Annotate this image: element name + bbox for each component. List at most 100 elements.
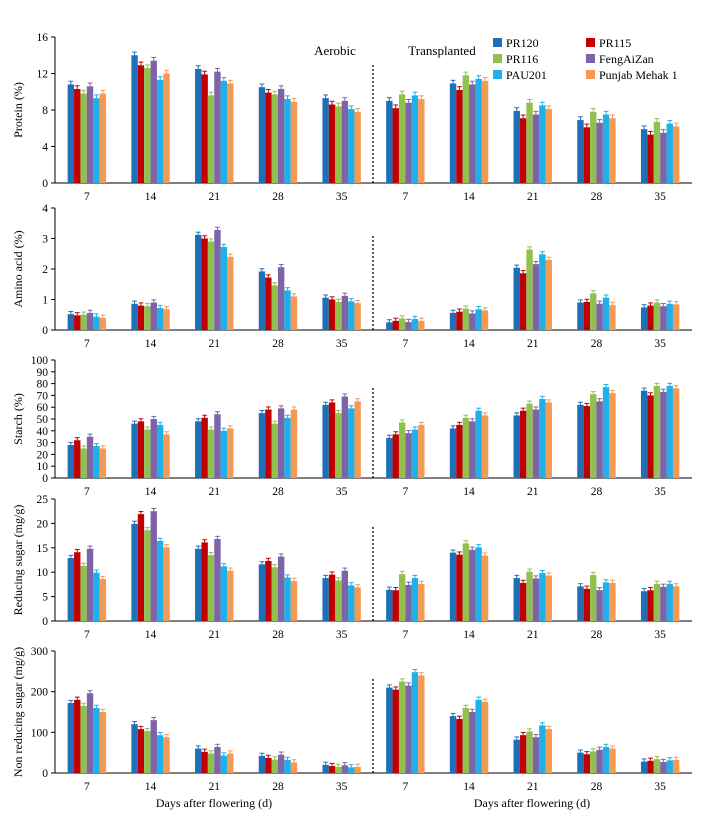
bar-punjab-mehak-1: [163, 73, 170, 183]
panel-4: 0 5 10 15 20 25 Reducing sugar (mg/g) 7 14 21 28 35…: [11, 494, 692, 641]
bar-fengaizan: [214, 71, 221, 183]
bar-fengaizan: [277, 89, 285, 183]
bar-pr115: [137, 514, 145, 621]
bar-pau201: [475, 410, 482, 478]
bar-pr120: [640, 129, 648, 183]
bar-pau201: [93, 446, 100, 478]
bar-pr115: [647, 590, 654, 621]
bar-pr115: [583, 754, 591, 773]
bar-pr115: [201, 74, 208, 183]
bar-fengaizan: [596, 749, 603, 773]
bar-pau201: [93, 572, 100, 621]
bar-pr115: [456, 89, 463, 183]
bar-pr116: [590, 751, 597, 773]
bar-pr116: [144, 429, 151, 478]
bar-pr115: [519, 735, 527, 773]
legend-label: PR120: [506, 36, 539, 50]
x-tick-label: 14: [145, 486, 157, 498]
bar-punjab-mehak-1: [227, 570, 234, 621]
panel-2: 0 1 2 3 4 Amino acid (%) 7 14 21 28 35 7 14 21 28 35: [11, 203, 692, 350]
y-tick-label: 0: [42, 473, 48, 485]
bar-pr116: [590, 394, 597, 478]
bar-pau201: [348, 109, 355, 183]
bar-pau201: [602, 746, 610, 773]
bar-fengaizan: [596, 303, 603, 330]
bar-pr120: [577, 752, 584, 773]
bar-punjab-mehak-1: [354, 587, 361, 621]
bar-pr116: [526, 571, 533, 621]
bar-fengaizan: [150, 302, 157, 330]
bar-pau201: [93, 98, 100, 183]
bar-pr115: [74, 89, 81, 183]
bar-pr116: [335, 580, 342, 621]
bar-pr116: [271, 423, 278, 478]
bar-pr115: [201, 751, 208, 773]
bar-pau201: [156, 424, 164, 478]
bar-pr116: [398, 94, 406, 183]
bar-pau201: [475, 547, 482, 621]
bar-fengaizan: [532, 578, 540, 621]
bar-pr120: [449, 716, 457, 773]
bar-pr116: [207, 555, 215, 621]
y-axis-label: Starch (%): [11, 393, 25, 445]
bar-pr115: [265, 757, 272, 773]
y-tick-label: 5: [42, 592, 48, 604]
bar-pr120: [513, 578, 520, 621]
bar-pr115: [201, 238, 208, 330]
bar-pau201: [539, 254, 546, 330]
x-tick-label: 28: [272, 191, 284, 203]
y-tick-label: 300: [31, 646, 49, 658]
bar-fengaizan: [532, 737, 540, 773]
y-tick-label: 60: [37, 402, 49, 414]
x-tick-label: 21: [527, 629, 539, 641]
panel-1: 0 4 8 12 16 Protein (%) 7 14 21 28 35 7 14 21 28 35: [11, 32, 692, 203]
bar-pr116: [335, 301, 342, 330]
bar-punjab-mehak-1: [481, 415, 489, 478]
bar-punjab-mehak-1: [99, 579, 107, 621]
bar-pr120: [131, 724, 138, 773]
y-tick-label: 50: [37, 414, 49, 426]
bar-punjab-mehak-1: [672, 304, 680, 330]
x-tick-label: 21: [527, 191, 539, 203]
bar-pr115: [456, 554, 463, 621]
y-tick-label: 40: [37, 426, 49, 438]
bar-pr116: [462, 707, 470, 773]
legend-swatch: [586, 70, 595, 79]
bar-pr120: [386, 100, 393, 183]
bar-pr115: [201, 542, 208, 621]
x-tick-label: 28: [591, 781, 603, 793]
bar-pau201: [666, 760, 673, 773]
bar-pr116: [144, 530, 151, 621]
bar-pr120: [640, 761, 648, 773]
bar-punjab-mehak-1: [290, 580, 298, 621]
bar-pr115: [74, 440, 81, 478]
bar-fengaizan: [214, 229, 221, 330]
x-tick-label: 14: [463, 191, 475, 203]
bar-pr115: [201, 417, 208, 478]
bar-pr115: [328, 574, 336, 621]
bar-fengaizan: [469, 549, 476, 621]
bar-punjab-mehak-1: [481, 701, 489, 773]
bar-pr120: [322, 297, 329, 330]
bar-pr115: [647, 760, 654, 773]
x-tick-label: 14: [463, 338, 475, 350]
bar-pr115: [583, 406, 591, 478]
bar-pau201: [411, 578, 419, 621]
y-axis-label: Protein (%): [11, 82, 25, 138]
bar-fengaizan: [150, 511, 157, 621]
x-tick-label: 14: [463, 781, 475, 793]
bar-pr120: [386, 687, 393, 773]
bar-pau201: [348, 585, 355, 621]
bar-pau201: [156, 79, 164, 183]
legend-label: PR115: [599, 36, 631, 50]
bar-pau201: [666, 303, 673, 330]
bar-pr115: [647, 395, 654, 478]
bar-pr120: [131, 523, 138, 621]
bar-punjab-mehak-1: [545, 402, 552, 478]
bar-pr120: [195, 68, 202, 183]
bar-pr120: [322, 98, 329, 183]
bar-fengaizan: [341, 396, 349, 478]
bar-pr120: [449, 83, 457, 183]
bar-pr115: [265, 92, 272, 183]
bar-fengaizan: [660, 586, 667, 621]
